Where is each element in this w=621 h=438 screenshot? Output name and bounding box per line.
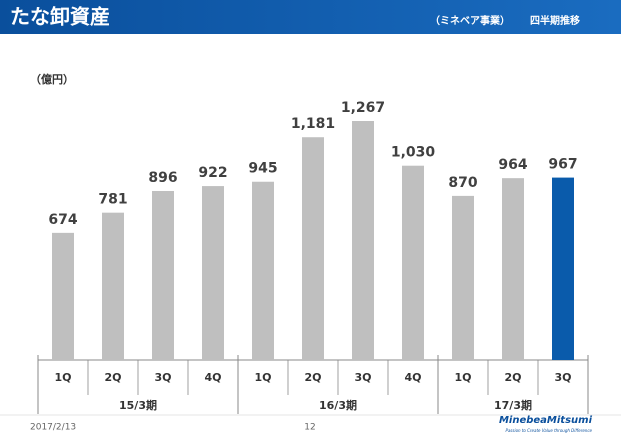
value-label: 781 <box>98 192 127 208</box>
x-tick-label: 4Q <box>204 371 221 384</box>
bar <box>152 190 174 360</box>
x-tick-label: 2Q <box>104 371 121 384</box>
x-tick-label: 3Q <box>354 371 371 384</box>
bar <box>352 121 374 360</box>
subtitle: 四半期推移 <box>530 14 580 27</box>
value-label: 674 <box>48 212 77 228</box>
value-label: 870 <box>448 175 477 191</box>
value-label: 1,267 <box>341 100 385 116</box>
x-tick-label: 3Q <box>554 371 571 384</box>
group-label: 16/3期 <box>319 398 357 412</box>
tagline: Passion to Create Value through Differen… <box>505 428 592 433</box>
value-label: 1,030 <box>391 145 436 161</box>
x-tick-label: 1Q <box>454 371 471 384</box>
bar <box>52 232 74 360</box>
header-bar <box>0 0 621 34</box>
x-tick-label: 4Q <box>404 371 421 384</box>
group-label: 17/3期 <box>494 398 532 412</box>
x-tick-label: 1Q <box>254 371 271 384</box>
page-number: 12 <box>304 423 315 433</box>
value-label: 964 <box>498 157 527 173</box>
value-label: 1,181 <box>291 116 335 132</box>
bar <box>452 195 474 360</box>
value-label: 945 <box>248 161 277 177</box>
date: 2017/2/13 <box>30 423 76 433</box>
x-tick-label: 2Q <box>504 371 521 384</box>
title: たな卸資産 <box>10 5 110 29</box>
x-tick-label: 3Q <box>154 371 171 384</box>
value-label: 922 <box>198 165 227 181</box>
bar <box>302 137 324 360</box>
x-tick-label: 1Q <box>54 371 71 384</box>
segment: （ミネベア事業） <box>430 14 510 27</box>
bar <box>252 181 274 360</box>
group-label: 15/3期 <box>119 398 157 412</box>
x-tick-label: 2Q <box>304 371 321 384</box>
value-label: 896 <box>148 170 177 186</box>
logo: MinebeaMitsumi <box>499 415 593 426</box>
bar <box>402 165 424 360</box>
bar <box>202 186 224 360</box>
bar <box>102 212 124 360</box>
value-label: 967 <box>548 157 577 173</box>
bar <box>552 177 574 360</box>
bar <box>502 178 524 360</box>
unit-label: （億円） <box>30 72 74 86</box>
